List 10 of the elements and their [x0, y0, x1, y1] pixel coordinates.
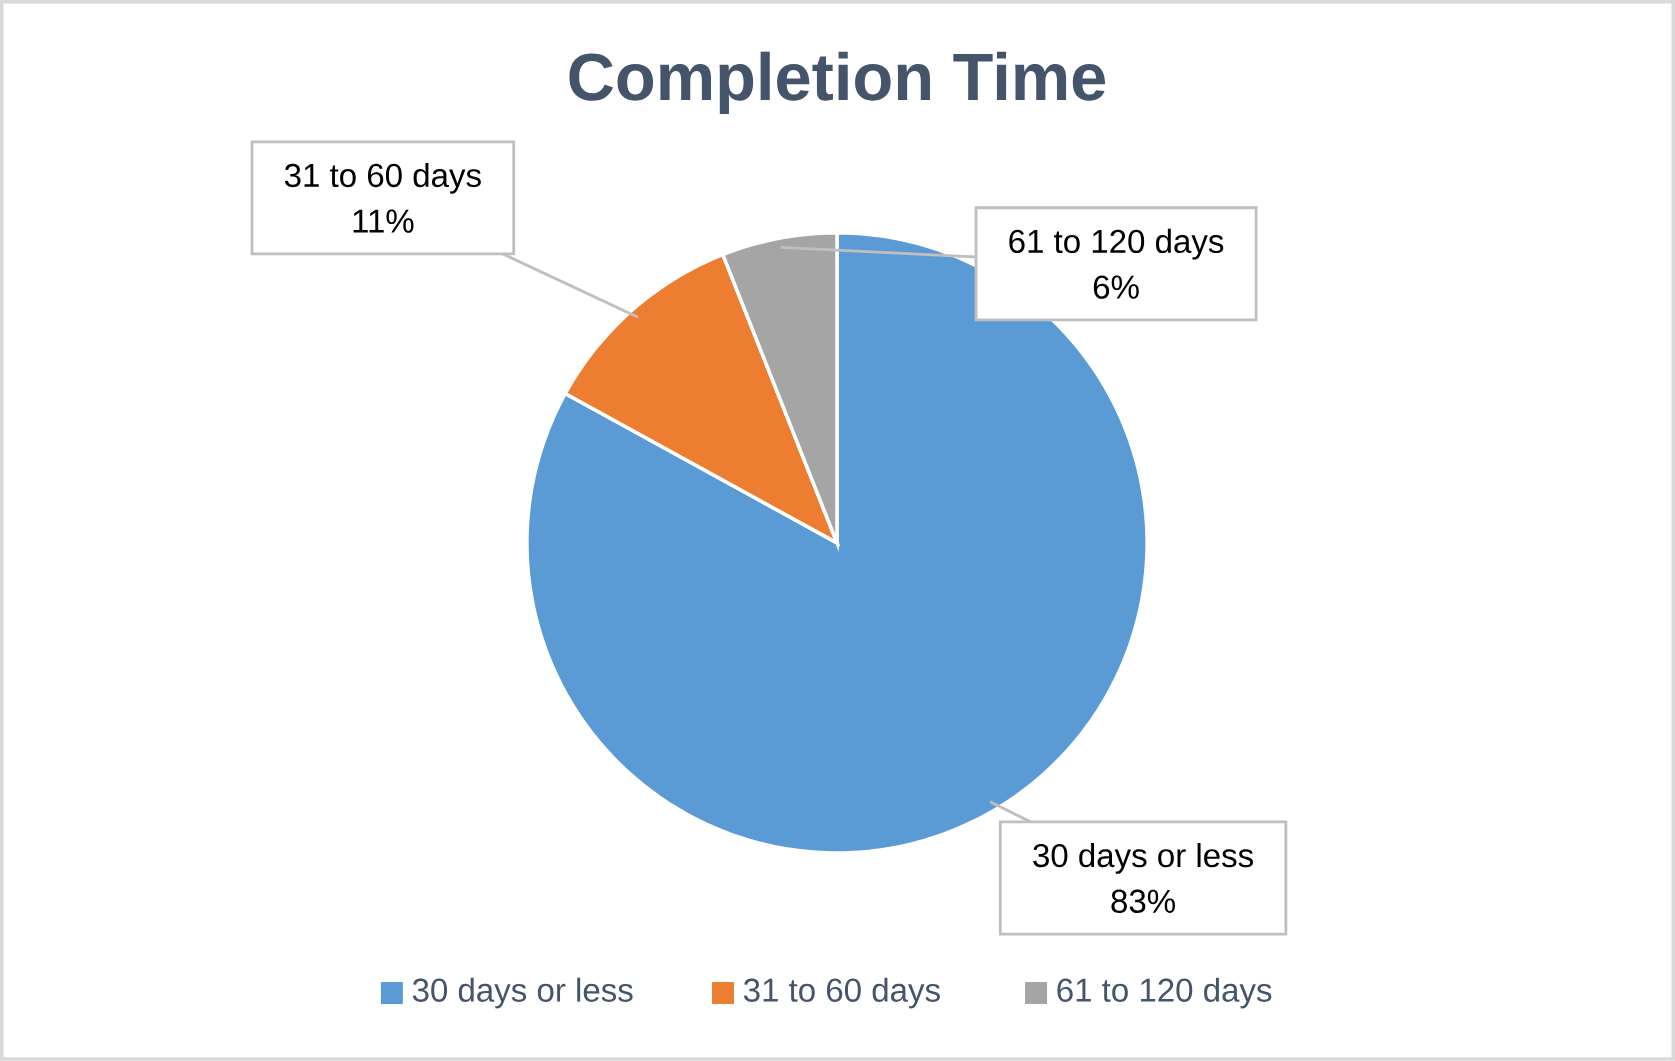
slice-label: 31 to 60 days [284, 162, 481, 194]
chart-title: Completion Time [569, 51, 1106, 114]
data-label: 6% [1093, 275, 1139, 299]
slice-label: 61 to 120 days [1009, 228, 1224, 260]
legend-label: 61 to 120 days [1057, 977, 1272, 1009]
legend-label: 31 to 60 days [743, 977, 940, 1009]
data-label: 11% [353, 209, 414, 233]
legend-label: 30 days or less [412, 977, 633, 1009]
data-label: 83% [1111, 889, 1175, 914]
slice-label: 30 days or less [1033, 843, 1253, 874]
